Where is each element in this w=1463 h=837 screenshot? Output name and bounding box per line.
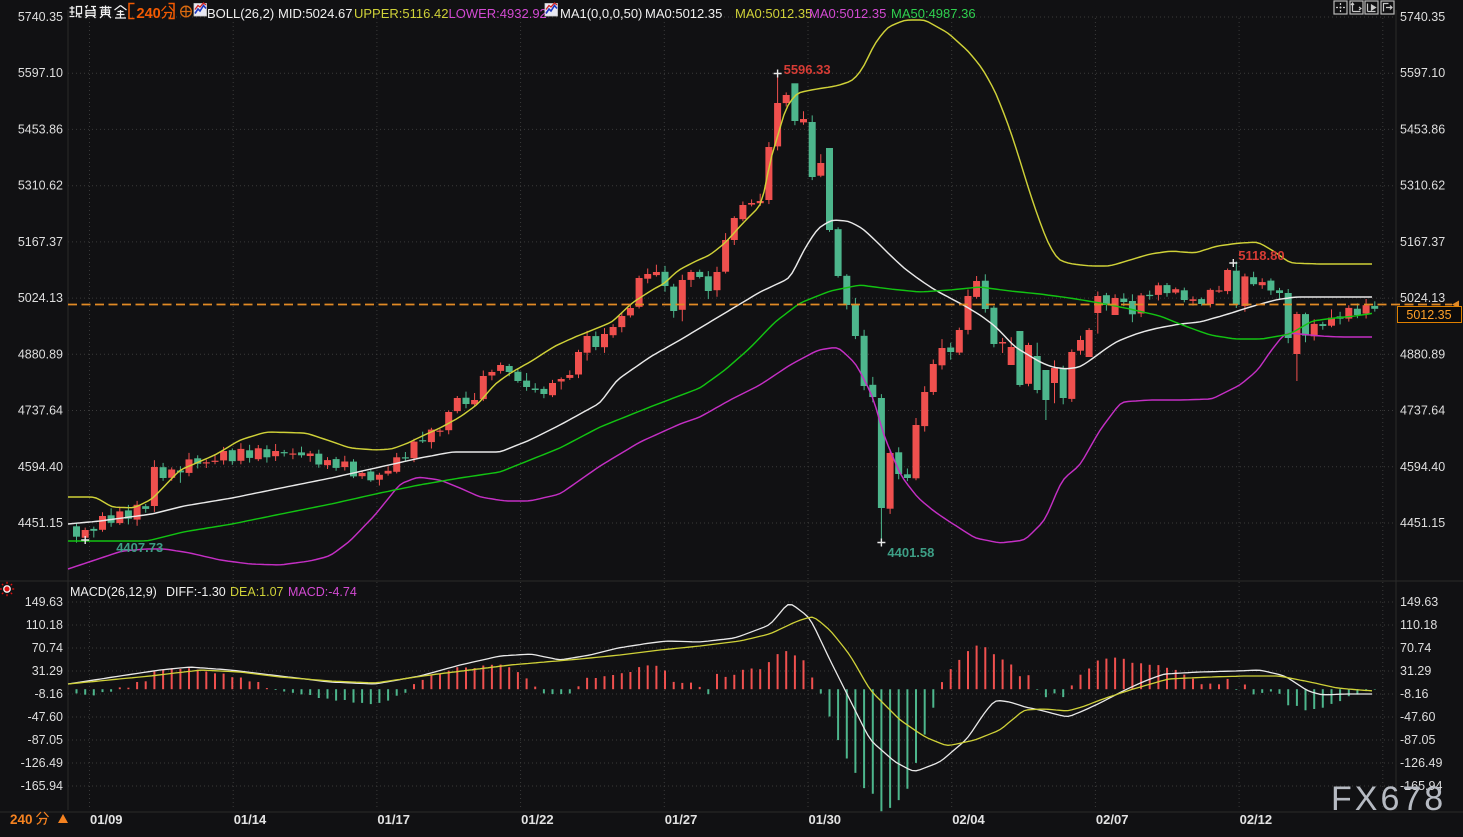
svg-text:MA0:5012.35: MA0:5012.35 [735, 6, 812, 21]
svg-text:BOLL(26,2): BOLL(26,2) [207, 6, 274, 21]
svg-text:5012.35: 5012.35 [1406, 308, 1451, 322]
svg-text:02/12: 02/12 [1240, 812, 1273, 827]
svg-text:5024.13: 5024.13 [1400, 291, 1445, 305]
svg-text:5597.10: 5597.10 [18, 66, 63, 80]
svg-text:5167.37: 5167.37 [18, 235, 63, 249]
svg-text:70.74: 70.74 [32, 641, 63, 655]
svg-text:LOWER:4932.92: LOWER:4932.92 [449, 6, 547, 21]
svg-text:MACD:-4.74: MACD:-4.74 [288, 585, 357, 599]
svg-text:01/27: 01/27 [665, 812, 698, 827]
svg-text:5453.86: 5453.86 [1400, 122, 1445, 136]
svg-text:-47.60: -47.60 [28, 710, 63, 724]
svg-text:UPPER:5116.42: UPPER:5116.42 [354, 6, 448, 21]
svg-text:MA0:5012.35: MA0:5012.35 [809, 6, 886, 21]
svg-text:MACD(26,12,9): MACD(26,12,9) [70, 585, 157, 599]
svg-text:01/14: 01/14 [234, 812, 267, 827]
svg-text:240: 240 [137, 6, 161, 22]
svg-text:4594.40: 4594.40 [18, 460, 63, 474]
svg-text:-126.49: -126.49 [21, 756, 63, 770]
svg-text:5740.35: 5740.35 [1400, 10, 1445, 24]
svg-text:01/30: 01/30 [809, 812, 842, 827]
svg-text:MID:5024.67: MID:5024.67 [278, 6, 352, 21]
svg-text:-165.94: -165.94 [21, 779, 63, 793]
svg-text:-8.16: -8.16 [35, 687, 64, 701]
svg-text:149.63: 149.63 [1400, 595, 1438, 609]
svg-text:70.74: 70.74 [1400, 641, 1431, 655]
svg-text:4880.89: 4880.89 [1400, 347, 1445, 361]
svg-text:FX678: FX678 [1331, 780, 1446, 818]
svg-text:110.18: 110.18 [1400, 618, 1437, 632]
svg-text:DIFF:-1.30: DIFF:-1.30 [166, 585, 226, 599]
svg-text:4451.15: 4451.15 [1400, 516, 1445, 530]
svg-text:01/22: 01/22 [521, 812, 554, 827]
svg-text:5024.13: 5024.13 [18, 291, 63, 305]
svg-text:5453.86: 5453.86 [18, 122, 63, 136]
svg-text:5167.37: 5167.37 [1400, 235, 1445, 249]
svg-text:-87.05: -87.05 [28, 733, 63, 747]
svg-text:01/17: 01/17 [377, 812, 410, 827]
svg-text:4880.89: 4880.89 [18, 347, 63, 361]
svg-text:4737.64: 4737.64 [1400, 404, 1445, 418]
svg-text:4451.15: 4451.15 [18, 516, 63, 530]
svg-text:02/04: 02/04 [952, 812, 985, 827]
svg-text:4401.58: 4401.58 [887, 545, 934, 560]
svg-text:5310.62: 5310.62 [18, 179, 63, 193]
svg-text:31.29: 31.29 [1400, 664, 1431, 678]
svg-text:4407.73: 4407.73 [116, 540, 163, 555]
svg-text:DEA:1.07: DEA:1.07 [230, 585, 284, 599]
svg-text:4737.64: 4737.64 [18, 404, 63, 418]
svg-text:-87.05: -87.05 [1400, 733, 1435, 747]
svg-text:01/09: 01/09 [90, 812, 123, 827]
svg-text:5740.35: 5740.35 [18, 10, 63, 24]
svg-text:5596.33: 5596.33 [784, 62, 831, 77]
svg-text:240: 240 [10, 812, 33, 827]
svg-text:MA0:5012.35: MA0:5012.35 [645, 6, 722, 21]
svg-text:4594.40: 4594.40 [1400, 460, 1445, 474]
svg-text:-8.16: -8.16 [1400, 687, 1429, 701]
svg-text:31.29: 31.29 [32, 664, 63, 678]
svg-text:MA1(0,0,0,50): MA1(0,0,0,50) [560, 6, 642, 21]
svg-text:-126.49: -126.49 [1400, 756, 1442, 770]
svg-text:5597.10: 5597.10 [1400, 66, 1445, 80]
svg-text:MA50:4987.36: MA50:4987.36 [891, 6, 976, 21]
svg-text:-47.60: -47.60 [1400, 710, 1435, 724]
svg-text:5118.80: 5118.80 [1238, 248, 1284, 263]
svg-text:149.63: 149.63 [25, 595, 63, 609]
svg-text:5310.62: 5310.62 [1400, 179, 1445, 193]
svg-text:02/07: 02/07 [1096, 812, 1129, 827]
svg-text:-165.94: -165.94 [1400, 779, 1442, 793]
svg-text:110.18: 110.18 [26, 618, 63, 632]
